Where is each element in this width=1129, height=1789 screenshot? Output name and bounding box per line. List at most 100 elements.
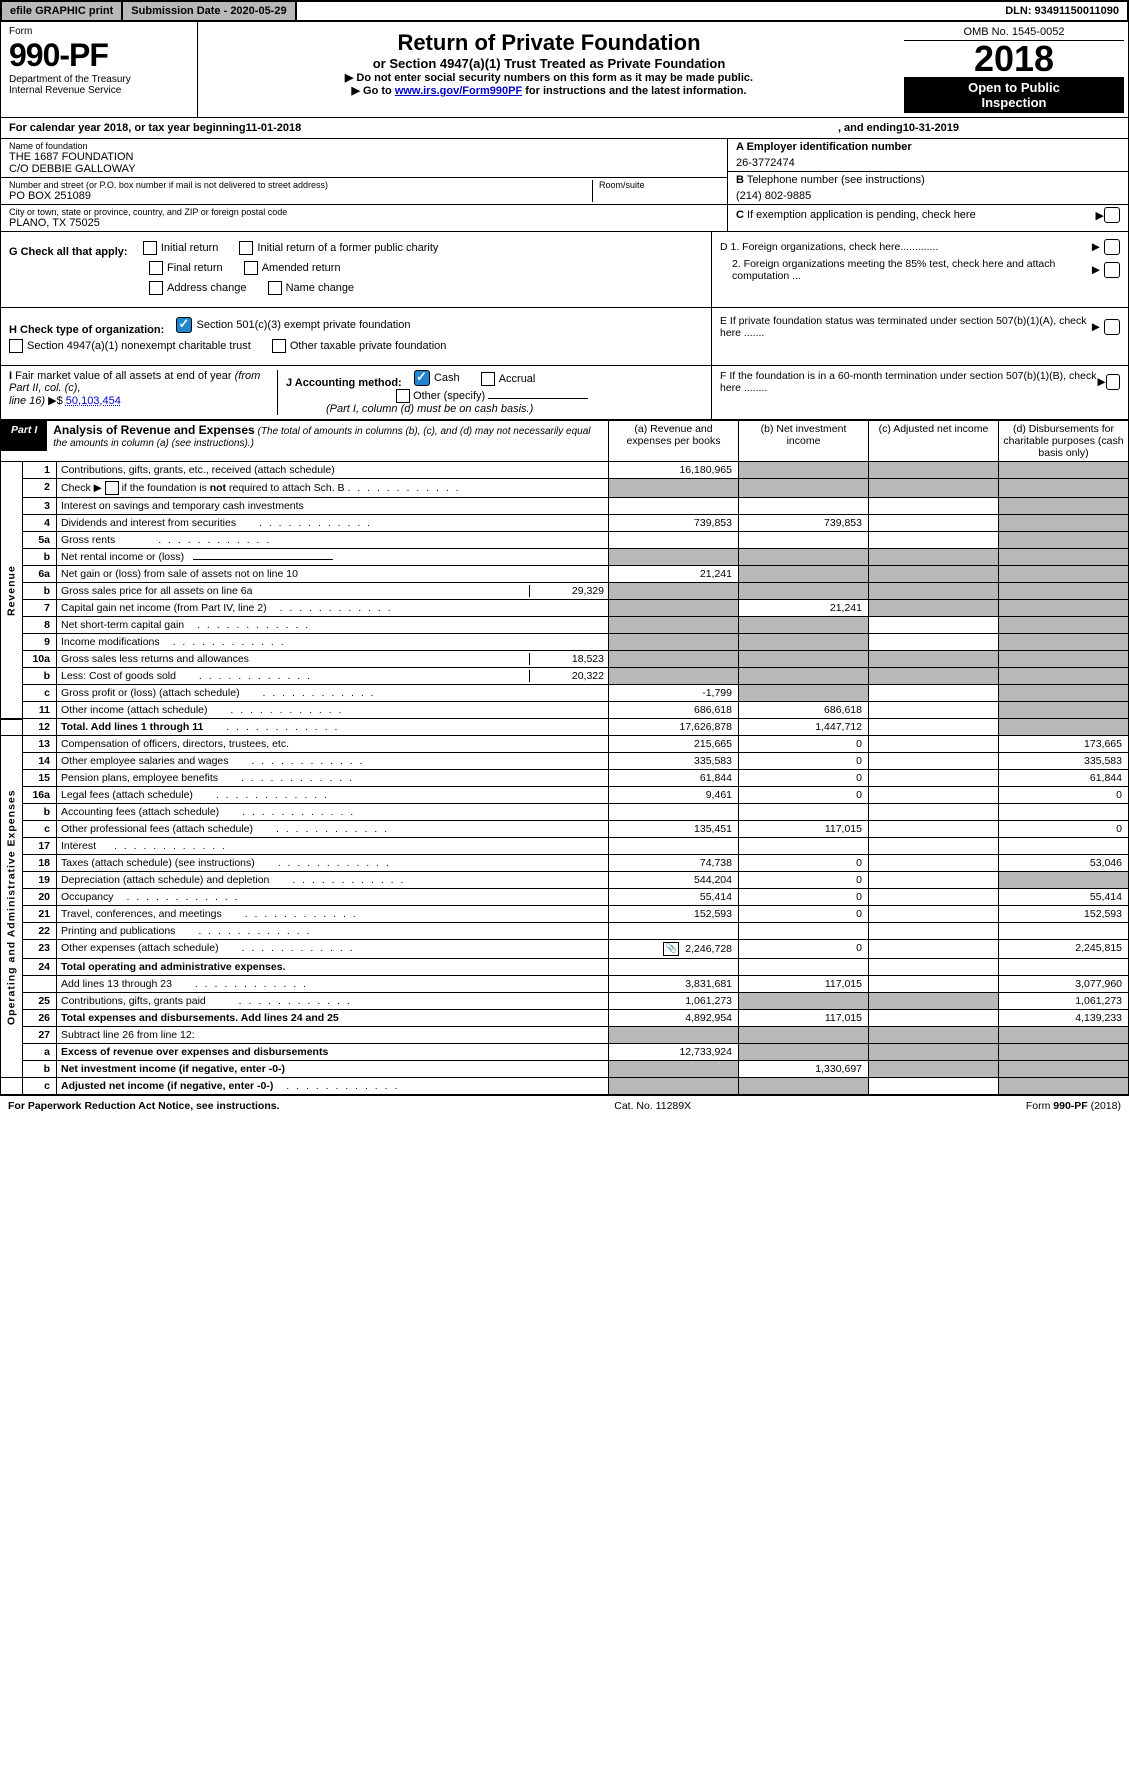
- addr-label: Number and street (or P.O. box number if…: [9, 180, 592, 190]
- chk-name[interactable]: [268, 281, 282, 295]
- h-label: H Check type of organization:: [9, 324, 164, 336]
- chk-schb[interactable]: [105, 481, 119, 495]
- r18-num: 18: [23, 855, 57, 872]
- c-checkbox[interactable]: [1104, 207, 1120, 223]
- r16c-a: 135,451: [609, 821, 739, 838]
- r26-b: 117,015: [739, 1010, 869, 1027]
- opt-4947: Section 4947(a)(1) nonexempt charitable …: [27, 340, 251, 352]
- r20-d: 55,414: [999, 889, 1129, 906]
- header-right: OMB No. 1545-0052 2018 Open to Public In…: [900, 22, 1128, 117]
- attachment-icon[interactable]: 📎: [663, 942, 679, 956]
- r13-a: 215,665: [609, 736, 739, 753]
- addr-val: PO BOX 251089: [9, 190, 592, 202]
- r17-num: 17: [23, 838, 57, 855]
- row-26: 26 Total expenses and disbursements. Add…: [1, 1010, 1129, 1027]
- r16c-d: 0: [999, 821, 1129, 838]
- r22-desc: Printing and publications: [57, 923, 609, 940]
- r15-d: 61,844: [999, 770, 1129, 787]
- r10b-num: b: [23, 668, 57, 685]
- row-16b: b Accounting fees (attach schedule): [1, 804, 1129, 821]
- r6a-desc: Net gain or (loss) from sale of assets n…: [57, 566, 609, 583]
- r11-num: 11: [23, 702, 57, 719]
- dln-label: DLN: 93491150011090: [997, 2, 1127, 20]
- r4-b: 739,853: [739, 515, 869, 532]
- r27b-num: b: [23, 1061, 57, 1078]
- row-11: 11 Other income (attach schedule) 686,61…: [1, 702, 1129, 719]
- r24-desc: Total operating and administrative expen…: [57, 959, 609, 976]
- footer-left: For Paperwork Reduction Act Notice, see …: [8, 1100, 280, 1112]
- r24b-a: 3,831,681: [609, 976, 739, 993]
- r15-b: 0: [739, 770, 869, 787]
- city-val: PLANO, TX 75025: [9, 217, 719, 229]
- foundation-name1: THE 1687 FOUNDATION: [9, 151, 719, 163]
- r27c-num: c: [23, 1078, 57, 1095]
- foundation-name2: C/O DEBBIE GALLOWAY: [9, 163, 719, 175]
- check-grid-g: G Check all that apply: Initial return I…: [0, 232, 1129, 308]
- r19-b: 0: [739, 872, 869, 889]
- row-14: 14 Other employee salaries and wages 335…: [1, 753, 1129, 770]
- r27-num: 27: [23, 1027, 57, 1044]
- d2-label: 2. Foreign organizations meeting the 85%…: [720, 258, 1088, 282]
- footer-right: Form 990-PF (2018): [1026, 1100, 1121, 1112]
- r20-desc: Occupancy: [57, 889, 609, 906]
- row-10c: c Gross profit or (loss) (attach schedul…: [1, 685, 1129, 702]
- r15-a: 61,844: [609, 770, 739, 787]
- d2-checkbox[interactable]: [1104, 262, 1120, 278]
- chk-final[interactable]: [149, 261, 163, 275]
- fmv-link[interactable]: 50,103,454: [66, 395, 121, 407]
- r16a-desc: Legal fees (attach schedule): [57, 787, 609, 804]
- chk-501c3[interactable]: [176, 317, 192, 333]
- r1-a: 16,180,965: [609, 462, 739, 479]
- chk-address[interactable]: [149, 281, 163, 295]
- f-checkbox[interactable]: [1106, 374, 1120, 390]
- c-label: C If exemption application is pending, c…: [736, 209, 1096, 221]
- r24b-desc: Add lines 13 through 23: [57, 976, 609, 993]
- row-2: 2 Check ▶ if the foundation is not requi…: [1, 479, 1129, 498]
- r6b-text: Gross sales price for all assets on line…: [61, 585, 530, 597]
- opt-initial: Initial return: [161, 242, 218, 254]
- form990pf-link[interactable]: www.irs.gov/Form990PF: [395, 85, 522, 97]
- row-10b: b Less: Cost of goods sold 20,322: [1, 668, 1129, 685]
- opt-cash: Cash: [434, 372, 460, 384]
- row-27a: a Excess of revenue over expenses and di…: [1, 1044, 1129, 1061]
- r27c-desc: Adjusted net income (if negative, enter …: [57, 1078, 609, 1095]
- row-25: 25 Contributions, gifts, grants paid 1,0…: [1, 993, 1129, 1010]
- chk-amended[interactable]: [244, 261, 258, 275]
- row-22: 22 Printing and publications: [1, 923, 1129, 940]
- col-b-header: (b) Net investment income: [739, 421, 869, 462]
- row-21: 21 Travel, conferences, and meetings 152…: [1, 906, 1129, 923]
- header-left: Form 990-PF Department of the Treasury I…: [1, 22, 198, 117]
- r10a-box: 18,523: [530, 653, 604, 665]
- return-title: Return of Private Foundation: [206, 30, 892, 56]
- r14-d: 335,583: [999, 753, 1129, 770]
- chk-other-method[interactable]: [396, 389, 410, 403]
- city-label: City or town, state or province, country…: [9, 207, 719, 217]
- r20-a: 55,414: [609, 889, 739, 906]
- j-label: J Accounting method:: [286, 377, 402, 389]
- check-grid-h: H Check type of organization: Section 50…: [0, 308, 1129, 366]
- chk-cash[interactable]: [414, 370, 430, 386]
- r15-desc: Pension plans, employee benefits: [57, 770, 609, 787]
- r11-a: 686,618: [609, 702, 739, 719]
- chk-accrual[interactable]: [481, 372, 495, 386]
- r11-b: 686,618: [739, 702, 869, 719]
- chk-other-tax[interactable]: [272, 339, 286, 353]
- d1-checkbox[interactable]: [1104, 239, 1120, 255]
- cal-mid: , and ending: [838, 122, 903, 134]
- col-d-header: (d) Disbursements for charitable purpose…: [999, 421, 1129, 462]
- r15-num: 15: [23, 770, 57, 787]
- opt-amended: Amended return: [262, 262, 341, 274]
- r14-num: 14: [23, 753, 57, 770]
- r16b-num: b: [23, 804, 57, 821]
- r16c-b: 117,015: [739, 821, 869, 838]
- e-checkbox[interactable]: [1104, 319, 1120, 335]
- r5b-desc: Net rental income or (loss): [57, 549, 609, 566]
- chk-initial-return[interactable]: [143, 241, 157, 255]
- r26-num: 26: [23, 1010, 57, 1027]
- r1-c: [869, 462, 999, 479]
- chk-initial-former[interactable]: [239, 241, 253, 255]
- chk-4947[interactable]: [9, 339, 23, 353]
- r24-num: 24: [23, 959, 57, 976]
- e-label: E If private foundation status was termi…: [720, 315, 1088, 339]
- cal-pre: For calendar year 2018, or tax year begi…: [9, 122, 246, 134]
